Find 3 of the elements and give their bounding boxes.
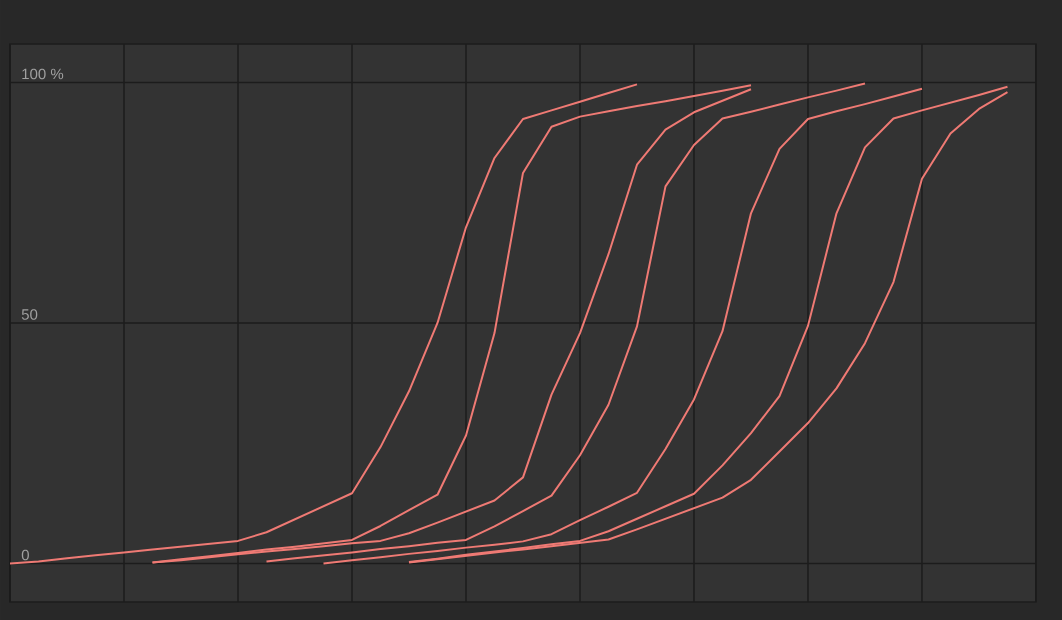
y-tick-label: 100 % (22, 68, 64, 80)
y-tick-label: 0 (21, 549, 29, 561)
y-tick-label: 50 (21, 309, 38, 320)
